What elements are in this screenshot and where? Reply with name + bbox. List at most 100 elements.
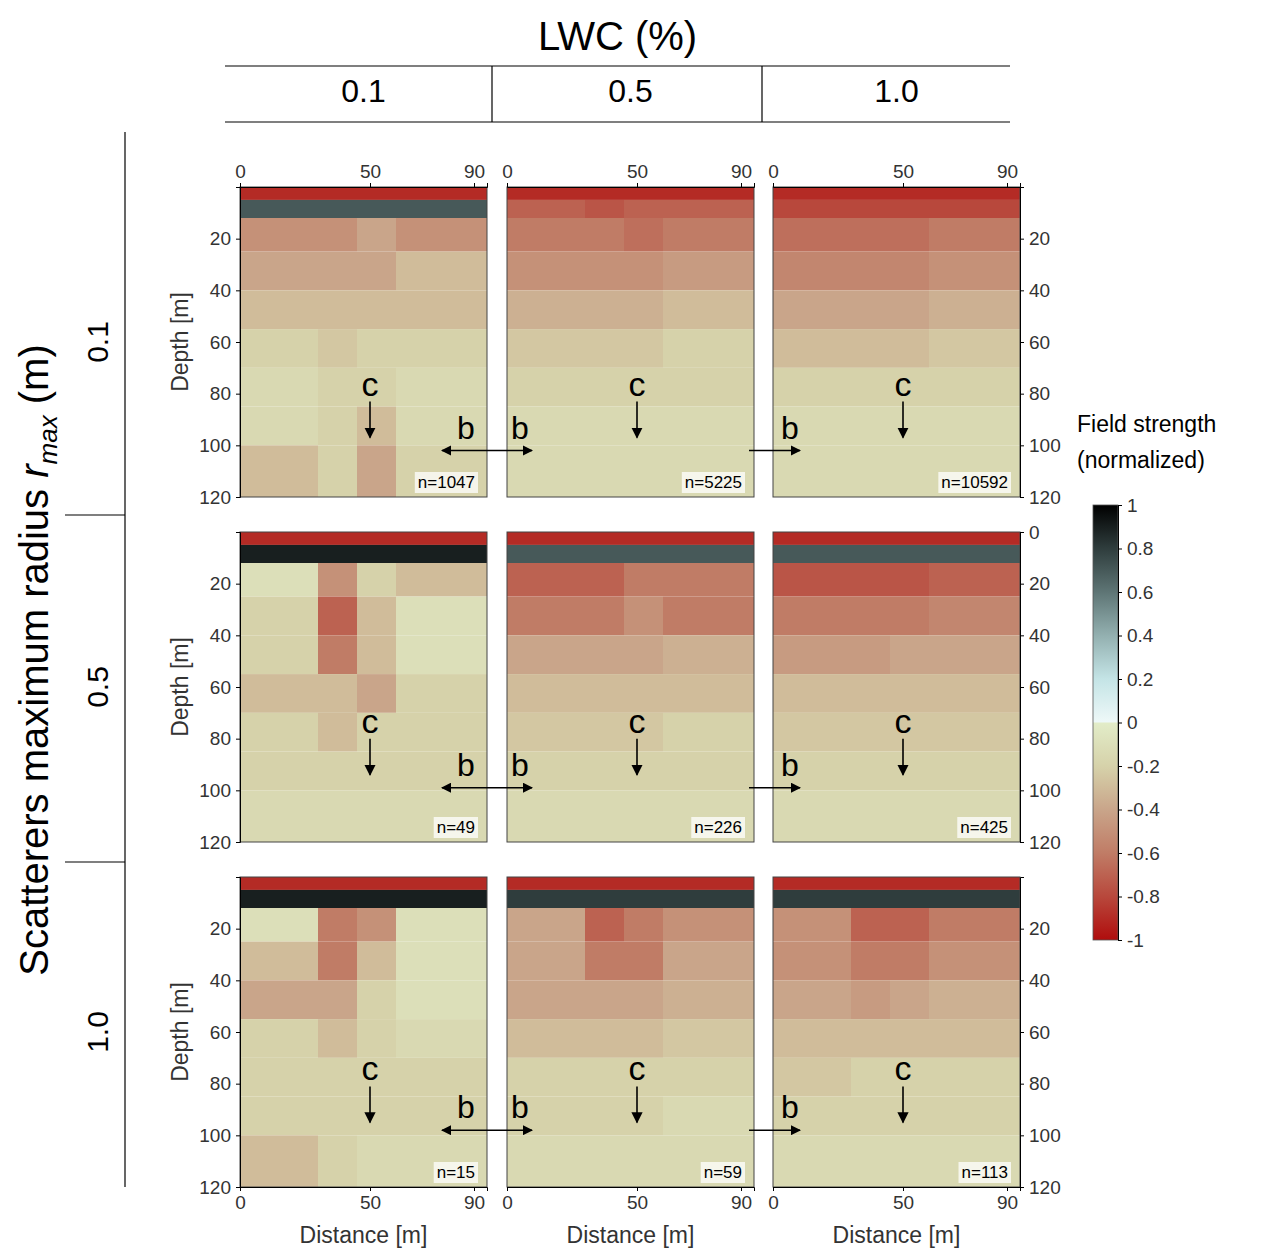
tick: 60 — [1020, 1022, 1050, 1043]
cell — [318, 908, 357, 942]
cell — [773, 368, 851, 407]
cell — [396, 545, 487, 563]
row-label: 0.5 — [81, 666, 114, 708]
cell — [773, 674, 851, 713]
tick-label: 60 — [1029, 677, 1050, 698]
tick: 50 — [360, 1187, 381, 1213]
cell — [929, 563, 1020, 597]
tick: 20 — [1020, 918, 1050, 939]
link-label: b — [511, 747, 529, 783]
tick-mark — [1118, 940, 1122, 941]
link-label: b — [511, 1089, 529, 1125]
cell — [890, 329, 929, 368]
cell — [890, 252, 929, 291]
cell — [929, 329, 1020, 368]
cell — [663, 290, 754, 329]
cell — [318, 877, 357, 890]
cell — [318, 1058, 357, 1097]
cell — [624, 752, 663, 791]
tick-label: 0 — [768, 1192, 779, 1213]
cell — [663, 942, 754, 981]
tick-label: 50 — [627, 161, 648, 182]
axis-line — [774, 1188, 1021, 1192]
annotation-label: c — [629, 1049, 646, 1087]
cell — [624, 532, 663, 545]
tick: -0.6 — [1118, 843, 1160, 864]
link-arrow — [442, 787, 532, 789]
count-label: n=425 — [960, 818, 1008, 837]
tick: 100 — [1020, 435, 1061, 456]
tick-mark — [236, 635, 240, 636]
x-axis: 05090 — [502, 161, 754, 188]
cell — [240, 407, 318, 446]
tick-mark — [507, 183, 508, 187]
axis-line — [1021, 878, 1025, 1188]
cell — [585, 635, 624, 674]
plot-area — [240, 877, 487, 1187]
panel-frame — [240, 877, 487, 1187]
tick-mark — [773, 183, 774, 187]
cell — [851, 790, 890, 842]
cell — [318, 713, 357, 752]
cell — [890, 1097, 929, 1136]
cell — [773, 187, 851, 200]
tick-label: 90 — [464, 1192, 485, 1213]
cell — [507, 545, 585, 563]
cell — [396, 187, 487, 200]
tick: 40 — [1020, 970, 1050, 991]
x-axis: 05090 — [768, 1187, 1020, 1213]
header-title: LWC (%) — [538, 14, 697, 58]
axis-line — [1021, 188, 1025, 498]
cell — [624, 908, 663, 942]
panel-frame — [507, 877, 754, 1187]
tick-mark — [1007, 1187, 1008, 1191]
tick-label: -0.2 — [1127, 756, 1160, 777]
link-arrow — [442, 450, 532, 452]
cell — [929, 635, 1020, 674]
tick: 0.6 — [1118, 582, 1153, 603]
cell — [929, 890, 1020, 908]
cell — [357, 200, 396, 218]
cell — [585, 329, 624, 368]
count-label: n=226 — [694, 818, 742, 837]
cell — [357, 597, 396, 636]
axis-line — [508, 183, 755, 188]
cell — [624, 877, 663, 890]
count-label: n=1047 — [418, 473, 475, 492]
y-axis-title: Depth [m] — [167, 637, 193, 737]
tick-label: 120 — [199, 832, 231, 853]
cell — [773, 329, 851, 368]
tick-label: 20 — [210, 573, 231, 594]
cell — [240, 368, 318, 407]
row-header-title-part: Scatterers maximum radius — [12, 478, 56, 976]
cell — [624, 597, 663, 636]
cell — [585, 597, 624, 636]
tick-label: -1 — [1127, 930, 1144, 951]
cell — [585, 445, 624, 497]
cell — [851, 407, 890, 446]
tick: 90 — [997, 1187, 1018, 1213]
tick-label: 90 — [464, 161, 485, 182]
tick: 0 — [235, 1187, 246, 1213]
tick-mark — [1020, 1032, 1024, 1033]
panel: 05090Distance [m]20406080100120Depth [m]… — [167, 877, 488, 1248]
cell — [507, 563, 585, 597]
cell — [396, 563, 487, 597]
tick-mark — [1118, 766, 1122, 767]
cell — [507, 368, 585, 407]
tick-mark — [236, 1187, 240, 1188]
cell — [357, 290, 396, 329]
tick: 40 — [210, 625, 240, 646]
cell — [890, 218, 929, 252]
cell — [240, 890, 318, 908]
tick-label: 40 — [210, 625, 231, 646]
cell — [890, 890, 929, 908]
y-axis: 20406080100120 — [199, 878, 240, 1198]
cell — [357, 908, 396, 942]
cell — [240, 674, 318, 713]
tick: 100 — [199, 1125, 240, 1146]
tick-mark — [1118, 853, 1122, 854]
plot-area — [240, 532, 487, 842]
cell — [585, 1019, 624, 1058]
cell — [851, 713, 890, 752]
